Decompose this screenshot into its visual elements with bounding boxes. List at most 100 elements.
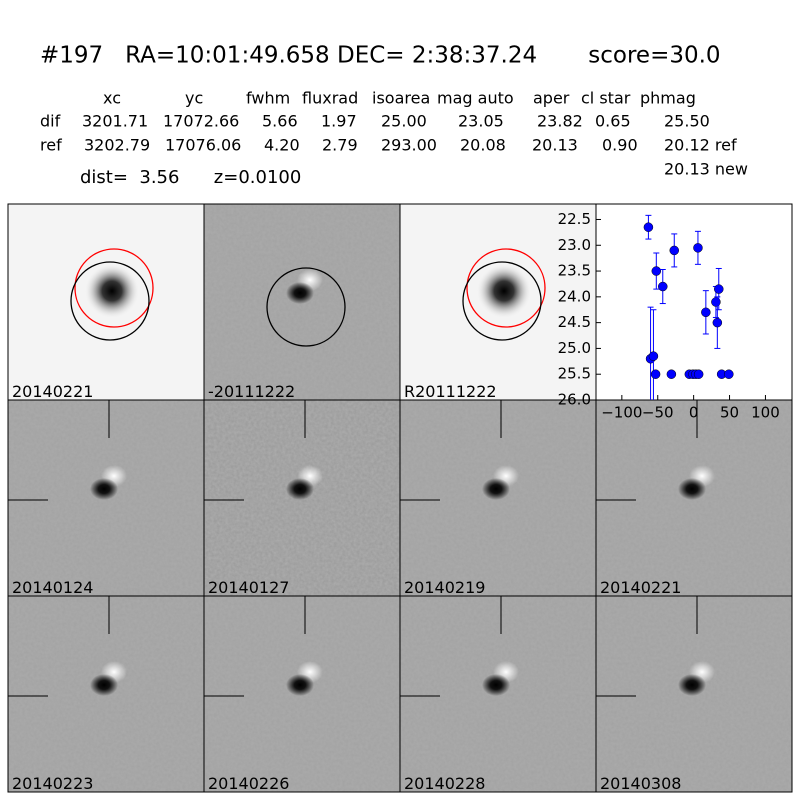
point [712, 317, 723, 328]
cutout-image [596, 400, 792, 596]
y-tick-label: 25.0 [558, 339, 591, 357]
cutout-image [204, 204, 400, 400]
column-header: xc [103, 89, 121, 108]
negative [90, 478, 118, 500]
cell: 5.66 [262, 112, 298, 131]
cell: 25.50 [664, 112, 710, 131]
panel-label: 20140124 [12, 578, 93, 597]
dist: dist= 3.56 z=0.0100 [80, 167, 301, 188]
panel-label: 20140223 [12, 774, 93, 793]
cutout-image [400, 400, 596, 596]
panel-label: 20140226 [208, 774, 289, 793]
point [693, 369, 704, 379]
point [648, 351, 659, 361]
negative [286, 674, 314, 696]
cell: 0.65 [595, 112, 631, 131]
cutout-image [204, 400, 400, 596]
x-tick-label: 50 [720, 404, 739, 422]
point [714, 284, 724, 294]
y-tick-label: 22.5 [558, 210, 591, 228]
cutout-image [8, 204, 204, 400]
source [476, 263, 532, 319]
cutout: 20140226 [203, 595, 401, 793]
point [669, 245, 680, 256]
cutout: 20140127 [203, 399, 401, 597]
cell: 23.05 [458, 112, 504, 131]
cutout-image [8, 596, 204, 792]
column-header: isoarea [372, 89, 430, 108]
y-tick-label: 23.0 [558, 236, 591, 254]
cell: 17076.06 [165, 136, 241, 155]
point [701, 307, 711, 318]
column-header: mag auto [437, 89, 514, 108]
red-circle [74, 248, 154, 328]
cutout: 20140223 [7, 595, 205, 793]
y-tick-label: 25.5 [558, 365, 591, 383]
row-name: dif [40, 112, 61, 131]
panel-label: -20111222 [208, 382, 295, 401]
negative [678, 674, 706, 696]
cutout: 20140219 [399, 399, 597, 597]
cutout-image [8, 400, 204, 596]
row-name: ref [40, 136, 62, 155]
column-header: yc [185, 89, 203, 108]
negative [482, 478, 510, 500]
column-header: aper [533, 89, 570, 108]
panel-label: R20111222 [404, 382, 497, 401]
cutout-image [204, 596, 400, 792]
negative [678, 478, 706, 500]
plot-area [595, 203, 793, 401]
x-tick-label: −100 [601, 404, 642, 422]
source [84, 263, 140, 319]
panel-label: 20140228 [404, 774, 485, 793]
column-header: phmag [640, 89, 696, 108]
cell: 23.82 [537, 112, 583, 131]
cell: 20.12 ref [664, 136, 737, 155]
black-circle [70, 261, 150, 341]
cell: 20.08 [460, 136, 506, 155]
column-header: fwhm [246, 89, 290, 108]
y-tick-label: 24.0 [558, 287, 591, 305]
point [693, 243, 703, 253]
column-header: cl star [581, 89, 631, 108]
point [666, 369, 677, 379]
panel-label: 20140308 [600, 774, 681, 793]
x-tick-label: 0 [689, 404, 699, 422]
point [643, 222, 654, 232]
cell: 3201.71 [82, 112, 148, 131]
cutout-image [400, 596, 596, 792]
point [658, 281, 668, 292]
point [711, 297, 721, 307]
cutout: -20111222 [203, 203, 401, 401]
cell: 17072.66 [163, 112, 239, 131]
cutout: 20140221 [7, 203, 205, 401]
y-tick-label: 26.0 [558, 391, 591, 409]
red-circle [466, 248, 546, 328]
panel-label: 20140221 [600, 578, 681, 597]
x-tick-label: 100 [751, 404, 780, 422]
negative [286, 478, 314, 500]
panel-label: 20140221 [12, 382, 93, 401]
cutout: 20140308 [595, 595, 793, 793]
cell: 4.20 [264, 136, 300, 155]
black-circle [266, 267, 346, 347]
title: #197 RA=10:01:49.658 DEC= 2:38:37.24 sco… [40, 43, 721, 69]
negative [482, 674, 510, 696]
y-tick-label: 24.5 [558, 313, 591, 331]
x-tick-label: −50 [642, 404, 674, 422]
panels: 20140221 -20111222 R20111222 20140124 201401… [7, 203, 793, 793]
cutout: 20140124 [7, 399, 205, 597]
frame [595, 595, 793, 793]
cutout-image [400, 204, 596, 400]
point [650, 369, 661, 379]
points [643, 214, 734, 400]
panel-label: 20140127 [208, 578, 289, 597]
cell: 293.00 [381, 136, 437, 155]
cell: 0.90 [602, 136, 638, 155]
light-curve: 22.5 23.0 23.5 24.0 24.5 25.0 25.5 26.0 −100 −50 0… [558, 203, 793, 422]
negative [90, 674, 118, 696]
y-tick-label: 23.5 [558, 262, 591, 280]
cell: 25.00 [381, 112, 427, 131]
cell: 1.97 [321, 112, 357, 131]
